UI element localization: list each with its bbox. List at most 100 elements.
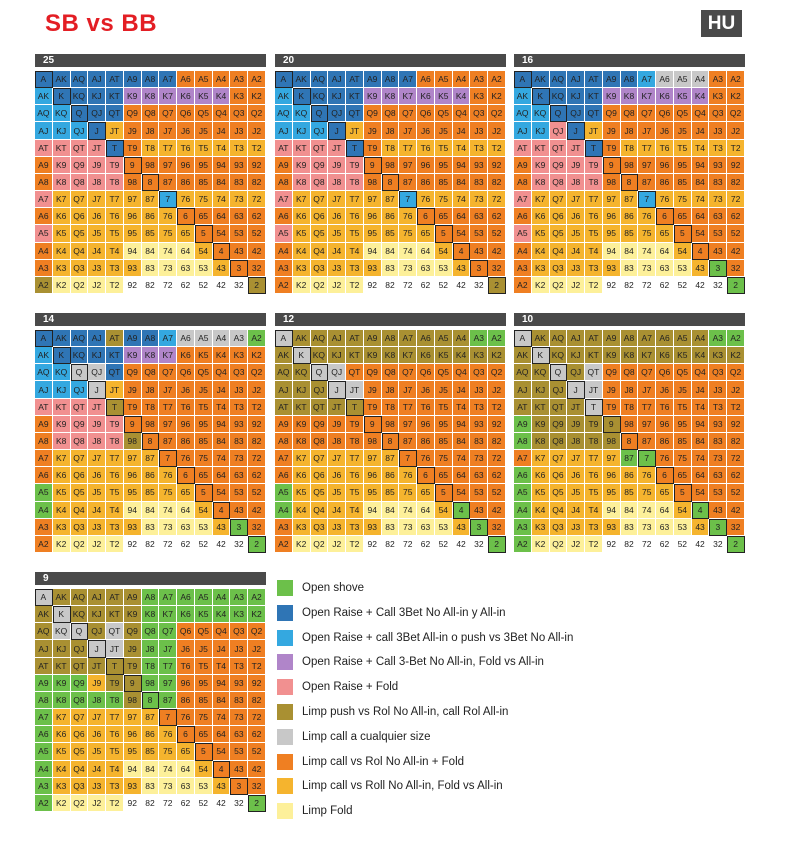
- hand-cell: KQ: [549, 347, 568, 365]
- hand-cell: QT: [106, 623, 124, 641]
- hand-cell: 96: [363, 467, 382, 485]
- hand-cell: 86: [620, 467, 639, 485]
- hand-cell: Q3: [230, 105, 249, 123]
- hand-cell: A5: [35, 743, 53, 761]
- hand-cell: 73: [470, 450, 489, 468]
- chart-panel: 12 A AK AQ AJ AT A9 A8 A7 A6 A5 A4 A3 A2 AK K KQ KJ KT K9 K…: [275, 313, 506, 560]
- hand-cell: 72: [248, 450, 266, 468]
- hand-cell: AT: [275, 139, 293, 157]
- hand-cell: Q2: [248, 105, 266, 123]
- hand-cell: Q3: [470, 105, 489, 123]
- hand-cell: JT: [328, 139, 347, 157]
- hand-cell: Q4: [212, 364, 231, 382]
- pair-cell: 4: [452, 242, 471, 260]
- hand-cell: 86: [656, 173, 674, 192]
- hand-cell: JT: [567, 139, 586, 157]
- hand-cell: AQ: [35, 105, 53, 123]
- hand-cell: KJ: [531, 381, 550, 399]
- hand-cell: K7: [292, 191, 311, 209]
- hand-cell: T5: [673, 398, 692, 416]
- hand-cell: K9: [292, 415, 311, 433]
- hand-cell: 65: [656, 225, 674, 243]
- hand-cell: 94: [602, 501, 621, 519]
- hand-cell: AT: [514, 139, 532, 157]
- hand-cell: J7: [328, 191, 347, 209]
- hand-cell: K6: [292, 208, 311, 226]
- legend-swatch: [277, 604, 293, 621]
- hand-cell: 43: [230, 501, 249, 519]
- hand-cell: 86: [417, 173, 435, 192]
- hand-cell: 75: [194, 191, 213, 209]
- hand-cell: 87: [620, 450, 639, 468]
- legend-label: Open Raise + Call 3-Bet No All-in, Fold …: [302, 656, 544, 669]
- heads-up-badge: HU: [701, 10, 742, 37]
- hand-cell: Q5: [70, 484, 89, 502]
- legend-item: Open Raise + Fold: [277, 679, 573, 696]
- hand-cell: 86: [141, 726, 160, 744]
- hand-cell: K4: [531, 242, 550, 260]
- hand-cell: KJ: [52, 122, 71, 140]
- hand-cell: 83: [230, 432, 249, 451]
- hand-cell: Q3: [230, 364, 249, 382]
- hand-cell: AT: [35, 139, 53, 157]
- pair-cell: 3: [230, 259, 249, 277]
- hand-cell: 96: [602, 208, 621, 226]
- pair-cell: J: [328, 381, 347, 399]
- hand-cell: T9: [602, 139, 621, 157]
- hand-cell: 87: [381, 450, 400, 468]
- pair-cell: T: [106, 657, 124, 675]
- hand-cell: 96: [363, 208, 382, 226]
- hand-cell: A9: [35, 156, 53, 174]
- hand-cell: AQ: [310, 71, 329, 89]
- hand-cell: A2: [35, 794, 53, 812]
- hand-cell: AQ: [35, 623, 53, 641]
- hand-cell: J5: [434, 122, 453, 140]
- hand-cell: 94: [452, 415, 471, 433]
- hand-cell: 93: [709, 415, 728, 433]
- hand-cell: Q9: [70, 674, 89, 692]
- hand-cell: 76: [399, 208, 418, 226]
- pair-cell: 8: [620, 432, 639, 451]
- pair-cell: 6: [417, 208, 435, 226]
- hand-cell: Q3: [549, 518, 568, 536]
- hand-cell: A2: [275, 535, 293, 553]
- hand-cell: 52: [673, 276, 692, 294]
- hand-cell: A5: [194, 330, 213, 348]
- hand-cell: 83: [620, 518, 639, 536]
- pair-cell: 9: [123, 415, 142, 433]
- hand-cell: K7: [52, 450, 71, 468]
- hand-cell: AT: [106, 330, 124, 348]
- legend-swatch: [277, 703, 293, 720]
- hand-cell: T2: [248, 139, 266, 157]
- hand-cell: 53: [470, 225, 489, 243]
- hand-cell: 86: [177, 691, 195, 710]
- hand-cell: 76: [159, 726, 178, 744]
- hand-cell: A6: [177, 71, 195, 89]
- hand-cell: T6: [656, 398, 674, 416]
- hand-cell: Q6: [656, 105, 674, 123]
- pair-cell: 7: [399, 191, 418, 209]
- hand-cell: K6: [177, 88, 195, 106]
- hand-cell: A5: [275, 484, 293, 502]
- hand-cell: 85: [141, 484, 160, 502]
- hand-cell: 85: [381, 484, 400, 502]
- hand-cell: K6: [177, 606, 195, 624]
- hand-cell: A7: [159, 589, 178, 607]
- hand-cell: T9: [123, 398, 142, 416]
- hand-cell: 87: [638, 173, 657, 192]
- hand-cell: K3: [292, 259, 311, 277]
- legend-swatch: [277, 654, 293, 671]
- hand-cell: A4: [514, 242, 532, 260]
- hand-cell: T3: [709, 139, 728, 157]
- hand-cell: J8: [567, 432, 586, 451]
- hand-cell: J2: [88, 535, 107, 553]
- hand-cell: A2: [248, 589, 266, 607]
- hand-cell: KT: [52, 398, 71, 416]
- hand-cell: 96: [656, 156, 674, 174]
- hand-cell: K2: [727, 347, 745, 365]
- legend-item: Open Raise + Call 3-Bet No All-in, Fold …: [277, 654, 573, 671]
- hand-cell: 53: [194, 518, 213, 536]
- hand-cell: 75: [159, 225, 178, 243]
- hand-cell: Q8: [70, 173, 89, 192]
- hand-cell: A5: [673, 330, 692, 348]
